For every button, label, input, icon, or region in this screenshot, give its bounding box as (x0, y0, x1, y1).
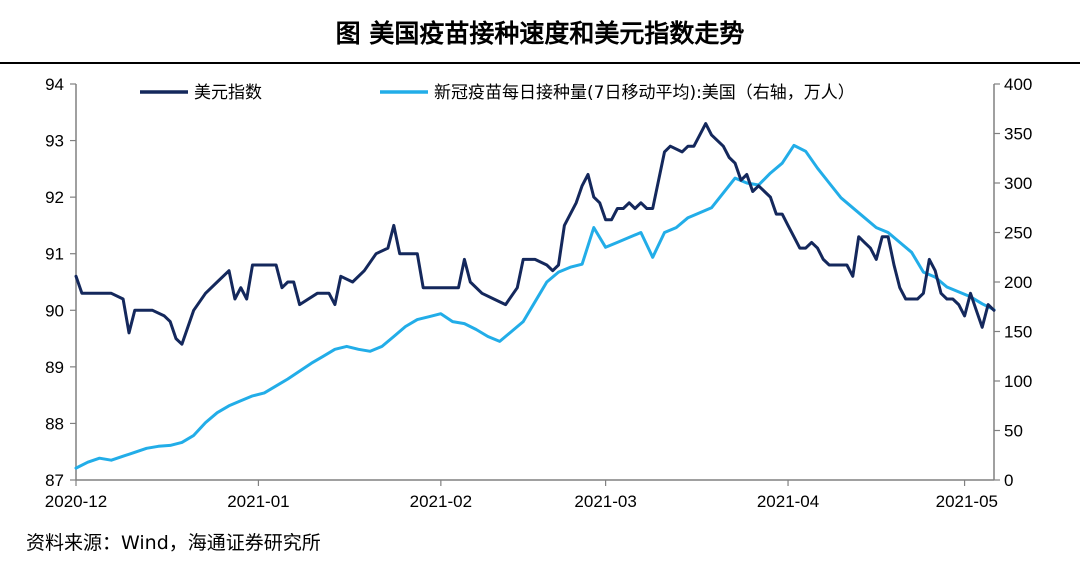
x-tick-label: 2021-03 (574, 492, 636, 511)
chart-title: 图 美国疫苗接种速度和美元指数走势 (335, 19, 745, 48)
right-tick-label: 150 (1004, 323, 1032, 342)
left-tick-label: 87 (45, 471, 64, 490)
legend-item-dollar-index-label: 美元指数 (194, 83, 262, 103)
x-tick-label: 2020-12 (45, 492, 107, 511)
source-note: 资料来源：Wind，海通证券研究所 (26, 532, 321, 554)
right-tick-label: 100 (1004, 372, 1032, 391)
right-tick-label: 250 (1004, 224, 1032, 243)
x-tick-label: 2021-04 (757, 492, 819, 511)
left-tick-label: 91 (45, 245, 64, 264)
right-tick-label: 200 (1004, 273, 1032, 292)
right-tick-label: 50 (1004, 422, 1023, 441)
line-chart: 94 93 92 91 90 89 88 87 400 350 300 250 200 150 100 50 0… (45, 75, 1033, 511)
legend-item-vaccinations-label: 新冠疫苗每日接种量(7日移动平均):美国（右轴，万人） (434, 83, 855, 103)
left-tick-label: 93 (45, 132, 64, 151)
right-tick-label: 0 (1004, 471, 1013, 490)
left-tick-label: 89 (45, 358, 64, 377)
x-tick-label: 2021-05 (936, 492, 998, 511)
title-divider (0, 62, 1080, 64)
series-line-vaccinations (74, 143, 996, 470)
left-tick-label: 92 (45, 188, 64, 207)
x-tick-label: 2021-02 (410, 492, 472, 511)
right-tick-label: 300 (1004, 174, 1032, 193)
right-tick-label: 400 (1004, 75, 1032, 94)
left-tick-label: 94 (45, 75, 64, 94)
left-tick-label: 90 (45, 301, 64, 320)
x-tick-label: 2021-01 (227, 492, 289, 511)
left-tick-label: 88 (45, 414, 64, 433)
series-line-dollar-index (74, 122, 996, 346)
right-tick-label: 350 (1004, 125, 1032, 144)
